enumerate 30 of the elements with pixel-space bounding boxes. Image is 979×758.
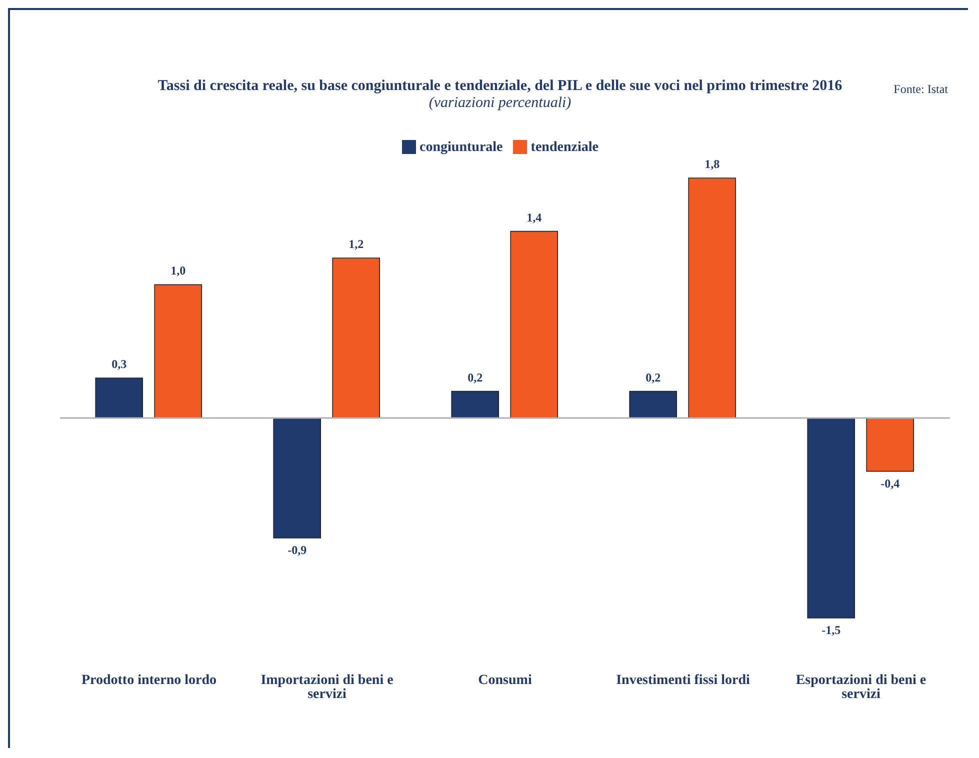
x-tick-label: Prodotto interno lordo: [81, 672, 217, 688]
x-tick-label: Importazioni di beni e servizi: [260, 672, 394, 702]
data-label: 1,2: [348, 237, 364, 251]
data-label: 1,0: [170, 264, 186, 278]
bar: [807, 418, 855, 618]
bar: [154, 284, 202, 418]
chart-title: Tassi di crescita reale, su base congiunturale e tendenziale, del PIL e delle sue voci nel primo trimestre 2016: [158, 78, 842, 94]
chart-subtitle: (variazioni percentuali): [428, 95, 572, 112]
data-label: 0,2: [468, 370, 483, 384]
bar: [95, 378, 143, 418]
data-label: 1,8: [704, 157, 720, 171]
bar: [510, 230, 558, 418]
data-label: -1,5: [822, 623, 841, 637]
x-tick-label: Consumi: [478, 672, 532, 688]
x-tick-label: Esportazioni di beni e servizi: [796, 672, 926, 702]
data-label: -0,4: [880, 476, 900, 490]
bar: [273, 418, 321, 538]
bar: [688, 178, 736, 418]
bar: [451, 390, 499, 418]
source-note: Fonte: Istat: [894, 82, 948, 97]
data-label: 0,2: [646, 370, 661, 384]
bar: [629, 390, 677, 418]
data-label: 0,3: [112, 357, 127, 371]
legend-label: congiunturale: [420, 140, 503, 155]
bar: [866, 418, 914, 472]
legend-label: tendenziale: [530, 140, 598, 155]
data-label: -0,9: [288, 543, 307, 557]
bar: [332, 258, 380, 418]
x-tick-label: Investimenti fissi lordi: [616, 672, 750, 688]
data-label: 1,4: [526, 210, 542, 224]
